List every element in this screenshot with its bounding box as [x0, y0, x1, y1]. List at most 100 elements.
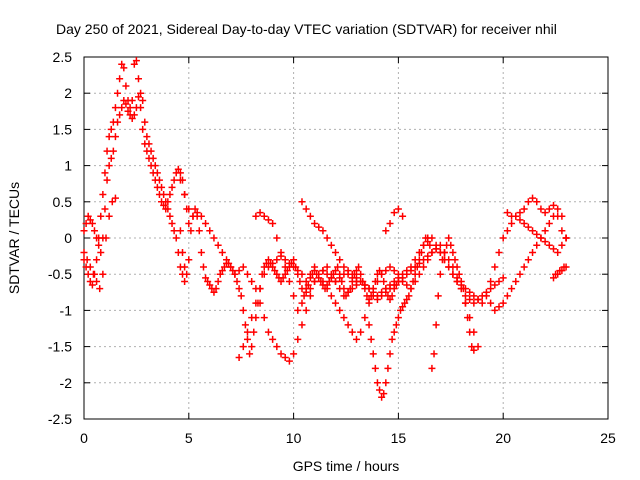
data-point	[457, 285, 465, 293]
data-point	[554, 270, 562, 278]
data-point	[302, 277, 310, 285]
data-point	[384, 364, 392, 372]
data-point	[417, 248, 425, 256]
data-point	[306, 212, 314, 220]
data-point	[124, 107, 132, 115]
data-point	[415, 256, 423, 264]
data-point	[82, 220, 90, 228]
data-point	[204, 277, 212, 285]
data-point	[390, 328, 398, 336]
data-point	[143, 133, 151, 141]
data-point	[516, 209, 524, 217]
data-point	[88, 220, 96, 228]
data-point	[122, 100, 130, 108]
data-point	[357, 328, 365, 336]
data-point	[191, 205, 199, 213]
data-point	[361, 281, 369, 289]
data-point	[80, 248, 88, 256]
data-point	[233, 277, 241, 285]
data-point	[111, 133, 119, 141]
data-point	[478, 292, 486, 300]
data-point	[105, 133, 113, 141]
data-point	[231, 270, 239, 278]
data-point	[155, 176, 163, 184]
data-point	[311, 220, 319, 228]
data-point	[491, 281, 499, 289]
data-point	[311, 277, 319, 285]
data-point	[348, 285, 356, 293]
data-point	[264, 216, 272, 224]
data-point	[149, 154, 157, 162]
data-point	[132, 57, 140, 65]
data-point	[520, 220, 528, 228]
data-point	[264, 328, 272, 336]
data-point	[487, 299, 495, 307]
series-arc12	[487, 205, 570, 314]
data-point	[172, 234, 180, 242]
data-point	[296, 277, 304, 285]
data-point	[199, 263, 207, 271]
data-point	[185, 205, 193, 213]
data-point	[478, 299, 486, 307]
data-point	[243, 328, 251, 336]
data-point	[455, 270, 463, 278]
data-point	[269, 335, 277, 343]
data-point	[108, 198, 116, 206]
data-point	[464, 314, 472, 322]
data-point	[537, 205, 545, 213]
data-point	[218, 248, 226, 256]
data-point	[336, 256, 344, 264]
data-point	[415, 270, 423, 278]
data-point	[250, 328, 258, 336]
series-arc8	[298, 198, 360, 285]
data-point	[382, 288, 390, 296]
data-point	[227, 263, 235, 271]
data-point	[545, 205, 553, 213]
data-point	[132, 104, 140, 112]
data-point	[422, 234, 430, 242]
data-point	[137, 89, 145, 97]
series-arc11	[399, 241, 507, 307]
data-point	[107, 125, 115, 133]
data-point	[550, 245, 558, 253]
data-point	[380, 390, 388, 398]
series-arc2	[80, 89, 189, 285]
data-point	[107, 154, 115, 162]
data-point	[399, 303, 407, 311]
data-point	[495, 277, 503, 285]
data-point	[116, 111, 124, 119]
data-point	[281, 263, 289, 271]
data-point	[516, 270, 524, 278]
data-point	[248, 314, 256, 322]
data-point	[487, 285, 495, 293]
y-tick-label: 0	[64, 230, 72, 246]
data-point	[516, 216, 524, 224]
data-point	[97, 212, 105, 220]
data-point	[197, 212, 205, 220]
data-point	[111, 104, 119, 112]
grid-lines	[84, 57, 608, 419]
data-point	[424, 238, 432, 246]
data-point	[239, 306, 247, 314]
data-point	[179, 248, 187, 256]
data-point	[86, 216, 94, 224]
data-point	[524, 223, 532, 231]
data-point	[499, 234, 507, 242]
data-point	[386, 263, 394, 271]
data-point	[449, 263, 457, 271]
data-point	[533, 241, 541, 249]
data-point	[252, 299, 260, 307]
data-point	[174, 165, 182, 173]
data-point	[246, 350, 254, 358]
data-point	[428, 234, 436, 242]
data-point	[160, 201, 168, 209]
data-point	[193, 209, 201, 217]
data-point	[271, 267, 279, 275]
data-point	[386, 220, 394, 228]
data-point	[285, 259, 293, 267]
data-point	[281, 353, 289, 361]
series-arc5	[176, 176, 570, 365]
data-point	[90, 227, 98, 235]
data-point	[160, 191, 168, 199]
data-point	[111, 194, 119, 202]
